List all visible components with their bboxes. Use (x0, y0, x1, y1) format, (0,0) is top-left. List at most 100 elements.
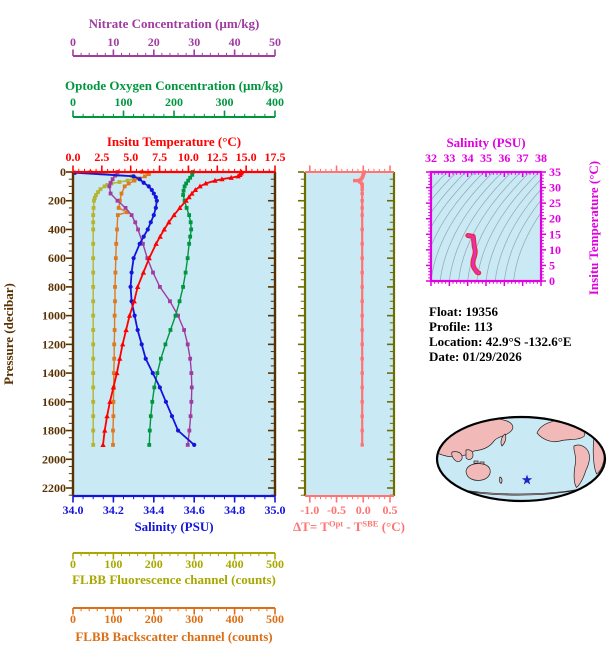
optode-oxygen-concentration-marker (188, 234, 193, 239)
isopycnal-contour (503, 199, 541, 281)
flbb-backscatter-channel-marker (132, 178, 137, 183)
optode-oxygen-concentration-marker (181, 285, 185, 289)
salinity-marker (175, 428, 181, 433)
salinity-marker (141, 180, 146, 185)
delta-t-profile-marker (360, 299, 364, 303)
fluorescence-tick-label: 500 (266, 557, 284, 571)
salinity-tick-label: 34.6 (184, 503, 205, 517)
delta-t-curve (353, 170, 367, 447)
salinity-tick-label: 34.2 (103, 503, 124, 517)
flbb-fluorescence-channel-marker (91, 414, 96, 419)
salinity-marker (151, 191, 156, 196)
pressure-tick-label: 2200 (42, 481, 66, 495)
flbb-fluorescence-channel-marker (91, 385, 96, 390)
delta-t-profile-marker (359, 177, 363, 181)
flbb-fluorescence-channel-marker (91, 313, 96, 318)
optode-oxygen-concentration-marker (188, 220, 193, 225)
backscatter-tick-label: 200 (145, 612, 163, 626)
flbb-backscatter-channel-marker (116, 206, 121, 210)
salinity-marker (129, 270, 134, 275)
ts-salinity-tick-label: 37 (517, 151, 529, 165)
map-australia (465, 463, 491, 481)
delta-t-panel-background (305, 172, 394, 496)
pressure-tick-label: 2000 (42, 452, 66, 466)
salinity-marker (169, 414, 175, 419)
oxygen-tick-label: 200 (165, 95, 183, 109)
nitrate-concentration-marker (176, 313, 180, 318)
ts-temperature-tick-label: 0 (549, 274, 555, 288)
delta-t-profile-marker (360, 385, 364, 390)
isopycnal-contour (485, 178, 541, 281)
insitu-temperature-marker (186, 194, 192, 200)
delta-t-profile-marker (360, 414, 364, 418)
nitrate-concentration-marker (108, 191, 113, 196)
ts-salinity-tick-label: 33 (443, 151, 455, 165)
optode-oxygen-concentration-marker (152, 385, 157, 390)
ts-salinity-tick-label: 32 (425, 151, 437, 165)
fluorescence-axis-title: FLBB Fluorescence channel (counts) (72, 572, 276, 587)
nitrate-tick-label: 10 (107, 35, 119, 49)
pressure-ticks (298, 171, 304, 496)
optode-oxygen-concentration-marker (181, 193, 185, 197)
temperature-axis-title: Insitu Temperature (°C) (107, 134, 241, 149)
delta-t-profile-marker (360, 206, 364, 210)
isopycnal-contour (431, 172, 485, 248)
nitrate-tick-label: 30 (188, 35, 200, 49)
optode-oxygen-concentration-marker (184, 206, 189, 210)
delta-t-title-mid: - T (343, 519, 363, 534)
flbb-backscatter-channel-marker (115, 213, 120, 217)
ts-temperature-axis-title: Insitu Temperature (°C) (586, 161, 601, 295)
float-location-star (521, 474, 533, 485)
ts-profile-line (465, 233, 482, 276)
map-new-zealand (498, 476, 503, 484)
nitrate-concentration-marker (168, 299, 172, 304)
flbb-backscatter-channel-marker (111, 414, 116, 419)
delta-t-profile-marker (360, 285, 364, 289)
flbb-fluorescence-channel-marker (91, 227, 96, 232)
temperature-tick-label: 0.0 (66, 150, 81, 164)
map-indonesia (473, 460, 479, 464)
flbb-fluorescence-channel-marker (91, 285, 96, 289)
isopycnal-contour (448, 172, 512, 281)
profile-number-line: Profile: 113 (429, 319, 493, 334)
flbb-backscatter-channel-marker (115, 227, 119, 232)
nitrate-concentration-marker (189, 371, 194, 375)
oxygen-tick-label: 400 (266, 95, 284, 109)
salinity-marker (154, 198, 159, 203)
nitrate-axis: Nitrate Concentration (µm/kg) (89, 16, 260, 31)
optode-oxygen-concentration-marker (188, 175, 193, 180)
delta-t-profile-marker (360, 213, 364, 217)
flbb-fluorescence-channel-marker (91, 428, 96, 433)
flbb-fluorescence-channel-marker (98, 187, 103, 192)
delta-t-profile-marker (360, 342, 364, 347)
flbb-fluorescence-channel-marker (91, 270, 96, 275)
delta-t-profile-marker (360, 187, 364, 191)
salinity-marker (157, 385, 162, 390)
salinity-marker (135, 327, 140, 333)
delta-t-profile-marker (360, 313, 364, 318)
delta-t-profile-marker (360, 371, 364, 375)
insitu-temperature-marker (119, 341, 126, 347)
optode-oxygen-concentration-marker (158, 356, 163, 361)
delta-t-profile-marker (360, 400, 364, 404)
backscatter-tick-label: 300 (185, 612, 203, 626)
date-line: Date: 01/29/2026 (429, 349, 522, 364)
nitrate-tick-label: 0 (70, 35, 76, 49)
insitu-temperature-marker (134, 284, 141, 289)
pressure-axis-title: Pressure (decibar) (1, 283, 16, 385)
flbb-backscatter-channel-marker (122, 184, 127, 189)
salinity-marker (151, 212, 156, 218)
nitrate-concentration-marker (123, 206, 128, 210)
salinity-marker (163, 399, 169, 404)
ts-temperature-tick-label: 30 (549, 181, 561, 195)
backscatter-ruler: 0 100 200 300 400 500 (70, 607, 284, 626)
optode-oxygen-concentration-marker (150, 399, 155, 404)
pressure-ticks (387, 171, 393, 496)
nitrate-concentration-marker (145, 256, 150, 261)
pressure-ticks (268, 171, 274, 496)
insitu-temperature-marker (161, 226, 167, 232)
backscatter-tick-label: 100 (104, 612, 122, 626)
salinity-marker (150, 370, 155, 376)
flbb-fluorescence-channel-marker (91, 342, 96, 347)
nitrate-concentration-marker (140, 241, 145, 246)
